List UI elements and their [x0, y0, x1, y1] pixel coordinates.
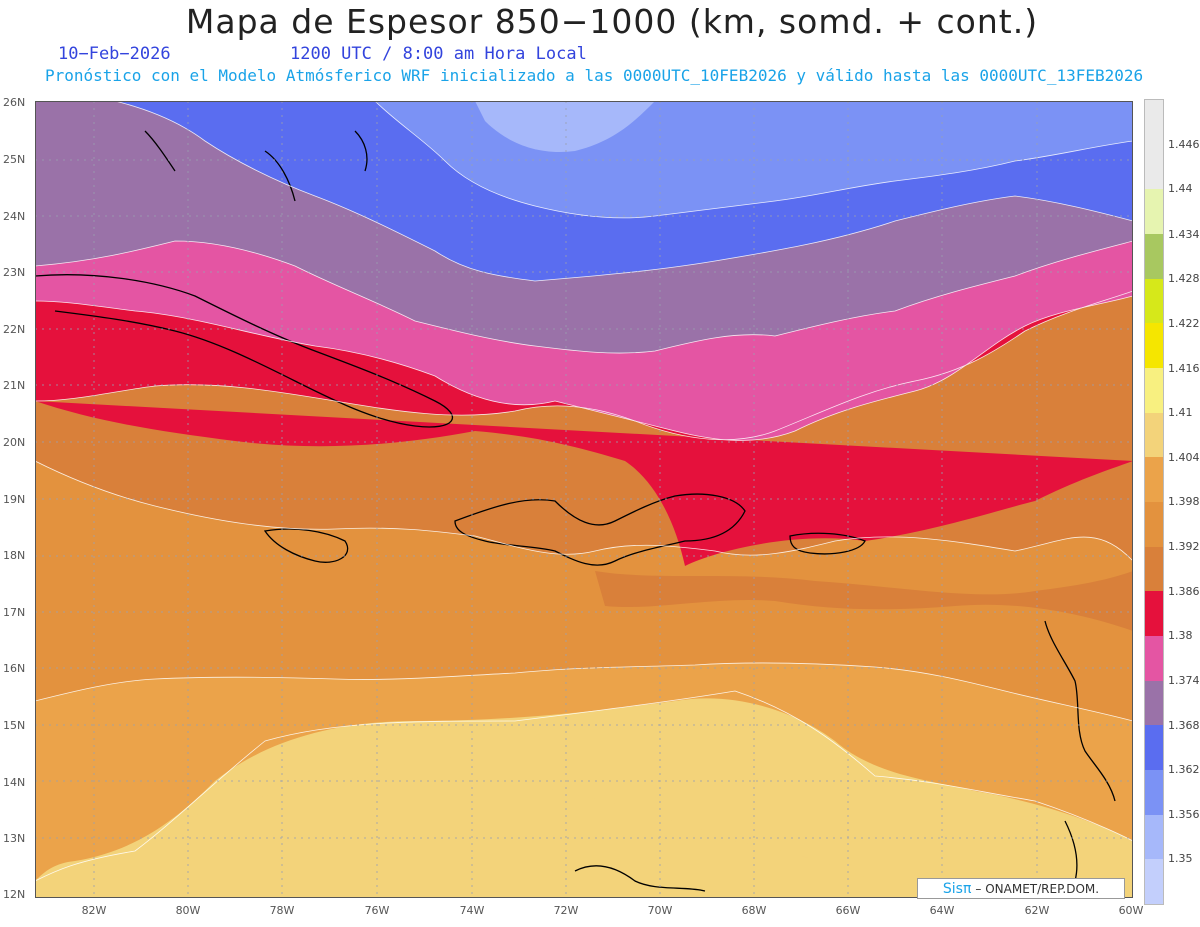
colorbar-swatch	[1145, 367, 1163, 413]
gridlines	[35, 101, 1133, 898]
lon-label: 78W	[269, 904, 295, 917]
colorbar-swatch	[1145, 859, 1163, 904]
colorbar-swatch	[1145, 814, 1163, 860]
colorbar-label: 1.404	[1168, 451, 1200, 464]
colorbar-label: 1.422	[1168, 317, 1200, 330]
lat-label: 14N	[3, 776, 26, 789]
lat-label: 26N	[3, 96, 26, 109]
colorbar-swatch	[1145, 278, 1163, 324]
credit-text: – ONAMET/REP.DOM.	[975, 881, 1100, 896]
forecast-time: 1200 UTC / 8:00 am Hora Local	[290, 44, 587, 64]
lat-label: 18N	[3, 549, 26, 562]
colorbar-label: 1.38	[1168, 629, 1193, 642]
colorbar-swatch	[1145, 323, 1163, 368]
colorbar-swatch	[1145, 501, 1163, 547]
lon-label: 80W	[175, 904, 201, 917]
colorbar-label: 1.386	[1168, 585, 1200, 598]
colorbar-swatch	[1145, 769, 1163, 815]
colorbar-label: 1.428	[1168, 272, 1200, 285]
colorbar-swatch	[1145, 725, 1163, 770]
colorbar-label: 1.35	[1168, 852, 1193, 865]
band-1350	[475, 101, 655, 152]
lat-label: 12N	[3, 888, 26, 901]
lat-label: 17N	[3, 606, 26, 619]
colorbar-label: 1.398	[1168, 495, 1200, 508]
lat-label: 15N	[3, 719, 26, 732]
lon-label: 70W	[647, 904, 673, 917]
lon-label: 66W	[835, 904, 861, 917]
colorbar-swatch	[1145, 457, 1163, 502]
colorbar-swatch	[1145, 233, 1163, 279]
colorbar-swatch	[1145, 189, 1163, 234]
lat-label: 13N	[3, 832, 26, 845]
lon-label: 76W	[364, 904, 390, 917]
colorbar-swatch	[1145, 412, 1163, 458]
colorbar-label: 1.44	[1168, 182, 1193, 195]
lon-label: 74W	[459, 904, 485, 917]
lon-label: 64W	[929, 904, 955, 917]
colorbar	[1144, 99, 1164, 905]
colorbar-swatch	[1145, 635, 1163, 681]
colorbar-label: 1.41	[1168, 406, 1193, 419]
colorbar-label: 1.362	[1168, 763, 1200, 776]
colorbar-swatch	[1145, 591, 1163, 636]
colorbar-swatch	[1145, 546, 1163, 592]
map-title: Mapa de Espesor 850−1000 (km, somd. + co…	[185, 2, 1039, 41]
lat-label: 21N	[3, 379, 26, 392]
band-1380-south	[35, 301, 1133, 566]
lat-label: 23N	[3, 266, 26, 279]
lon-label: 72W	[553, 904, 579, 917]
contour-lines	[35, 101, 1133, 882]
band-1386-east	[595, 571, 1133, 631]
forecast-description: Pronóstico con el Modelo Atmósferico WRF…	[45, 66, 1144, 85]
thickness-map	[35, 101, 1133, 898]
lon-label: 60W	[1118, 904, 1144, 917]
colorbar-swatch	[1145, 100, 1163, 190]
lat-label: 19N	[3, 493, 26, 506]
lat-label: 24N	[3, 210, 26, 223]
colorbar-label: 1.392	[1168, 540, 1200, 553]
lat-label: 16N	[3, 662, 26, 675]
lon-label: 68W	[741, 904, 767, 917]
forecast-date: 10−Feb−2026	[58, 44, 171, 64]
credit-box: Sisπ – ONAMET/REP.DOM.	[917, 878, 1125, 899]
credit-brand: Sisπ	[942, 880, 972, 897]
lon-label: 62W	[1024, 904, 1050, 917]
band-1404-south-extra	[75, 757, 915, 898]
colorbar-label: 1.434	[1168, 228, 1200, 241]
lat-label: 20N	[3, 436, 26, 449]
lat-label: 25N	[3, 153, 26, 166]
lon-label: 82W	[81, 904, 107, 917]
colorbar-label: 1.356	[1168, 808, 1200, 821]
lat-label: 22N	[3, 323, 26, 336]
colorbar-label: 1.416	[1168, 362, 1200, 375]
colorbar-label: 1.368	[1168, 719, 1200, 732]
colorbar-label: 1.374	[1168, 674, 1200, 687]
colorbar-swatch	[1145, 680, 1163, 726]
colorbar-label: 1.446	[1168, 138, 1200, 151]
